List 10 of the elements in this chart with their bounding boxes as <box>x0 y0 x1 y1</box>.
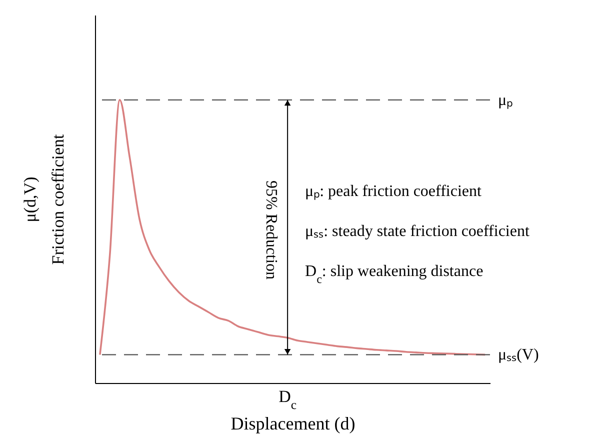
annotation: D$_{c}$: slip weakening distance <box>305 263 484 286</box>
annotation: μₛₛ: steady state friction coefficient <box>305 223 530 240</box>
x-axis-title: Displacement (d) <box>230 414 356 434</box>
ref-line-label: μₚ <box>498 92 513 109</box>
y-axis-title: Friction coefficient <box>48 134 68 265</box>
ref-line-label: μₛₛ(V) <box>498 346 539 364</box>
text: D$_{c}$ <box>278 387 297 412</box>
annotation: μₚ: peak friction coefficient <box>305 183 482 200</box>
annotation: 95% Reduction <box>262 180 280 280</box>
text: μ(d,V) <box>20 176 40 222</box>
